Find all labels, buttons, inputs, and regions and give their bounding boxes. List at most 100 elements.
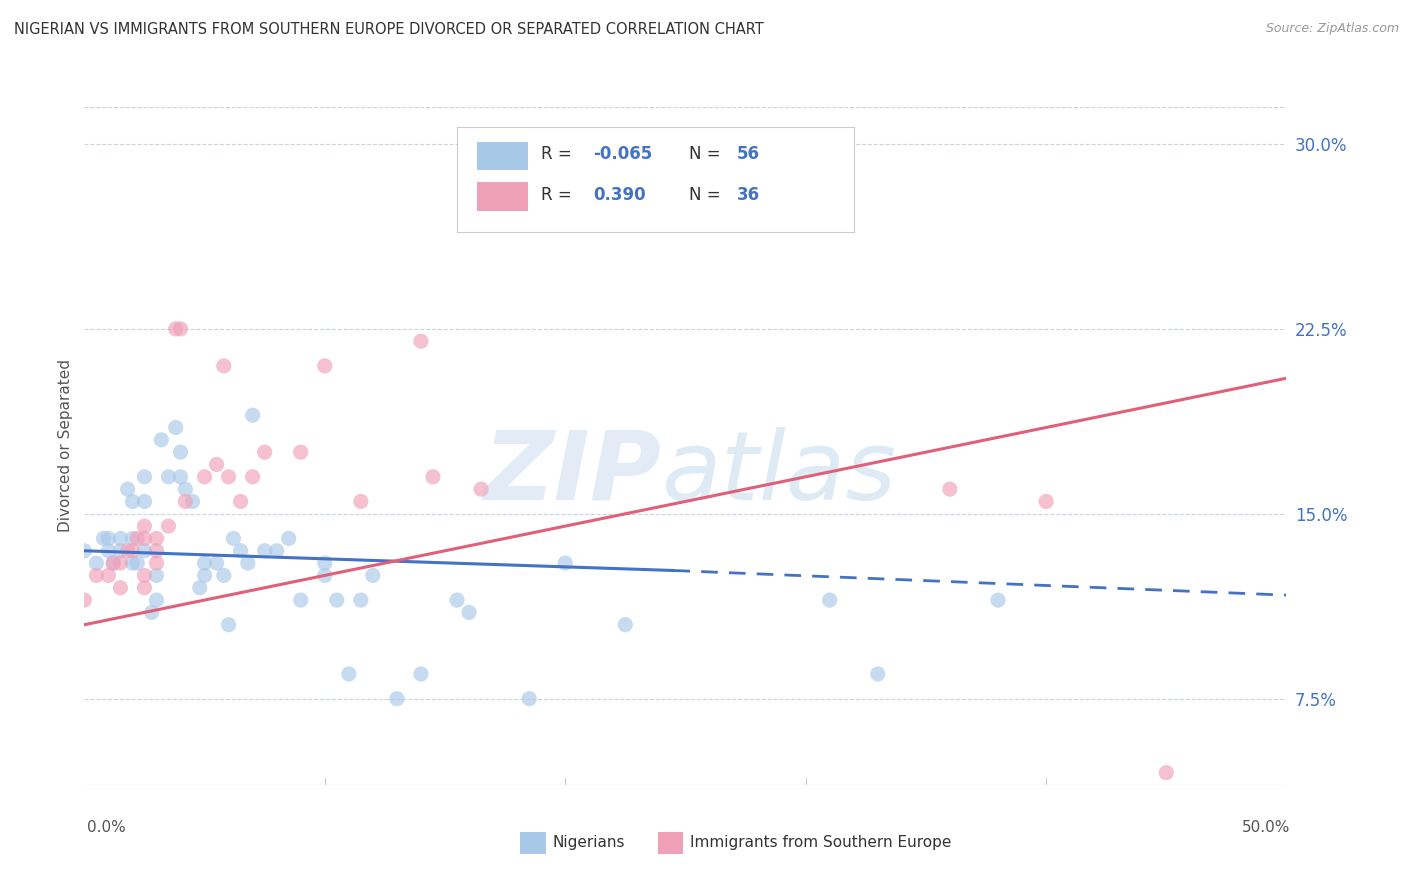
Point — [165, 322, 187, 336]
Point — [242, 408, 264, 422]
Text: -0.065: -0.065 — [593, 145, 652, 163]
Point — [446, 593, 468, 607]
Point — [169, 445, 191, 459]
Point — [554, 556, 576, 570]
Point — [458, 606, 481, 620]
Point — [229, 494, 252, 508]
Text: N =: N = — [689, 145, 725, 163]
Point — [205, 556, 228, 570]
Point — [866, 667, 889, 681]
Point — [1035, 494, 1057, 508]
Text: 0.390: 0.390 — [593, 186, 645, 204]
Point — [218, 617, 240, 632]
Point — [86, 568, 108, 582]
FancyBboxPatch shape — [478, 182, 527, 211]
Point — [326, 593, 349, 607]
Point — [117, 482, 139, 496]
Point — [174, 482, 197, 496]
FancyBboxPatch shape — [457, 128, 853, 233]
Text: R =: R = — [541, 145, 578, 163]
Point — [73, 543, 96, 558]
Point — [145, 543, 167, 558]
Point — [385, 691, 408, 706]
Point — [253, 543, 276, 558]
Point — [253, 445, 276, 459]
Point — [86, 556, 108, 570]
Point — [145, 568, 167, 582]
Point — [157, 470, 180, 484]
Point — [470, 482, 492, 496]
Point — [110, 556, 132, 570]
Point — [165, 420, 187, 434]
Point — [212, 359, 235, 373]
Point — [157, 519, 180, 533]
Point — [134, 568, 156, 582]
Point — [266, 543, 288, 558]
Point — [97, 568, 120, 582]
Text: NIGERIAN VS IMMIGRANTS FROM SOUTHERN EUROPE DIVORCED OR SEPARATED CORRELATION CH: NIGERIAN VS IMMIGRANTS FROM SOUTHERN EUR… — [14, 22, 763, 37]
Point — [409, 334, 432, 349]
Text: R =: R = — [541, 186, 578, 204]
Point — [614, 617, 637, 632]
Point — [181, 494, 204, 508]
Point — [277, 532, 299, 546]
Point — [141, 606, 163, 620]
Point — [117, 543, 139, 558]
Point — [422, 470, 444, 484]
Point — [818, 593, 841, 607]
Point — [314, 556, 336, 570]
Text: Source: ZipAtlas.com: Source: ZipAtlas.com — [1265, 22, 1399, 36]
Point — [987, 593, 1010, 607]
Point — [73, 593, 96, 607]
Point — [121, 494, 143, 508]
Y-axis label: Divorced or Separated: Divorced or Separated — [58, 359, 73, 533]
Point — [110, 581, 132, 595]
Text: 36: 36 — [737, 186, 761, 204]
Text: Immigrants from Southern Europe: Immigrants from Southern Europe — [690, 836, 952, 850]
Point — [314, 359, 336, 373]
Point — [222, 532, 245, 546]
Point — [110, 532, 132, 546]
Point — [145, 556, 167, 570]
Point — [169, 470, 191, 484]
Point — [134, 581, 156, 595]
Point — [134, 543, 156, 558]
Point — [229, 543, 252, 558]
Point — [103, 556, 125, 570]
Point — [350, 494, 373, 508]
Point — [103, 556, 125, 570]
Point — [127, 556, 149, 570]
Point — [121, 543, 143, 558]
Point — [290, 593, 312, 607]
Point — [127, 532, 149, 546]
Point — [169, 322, 191, 336]
Point — [194, 556, 217, 570]
Point — [350, 593, 373, 607]
Text: N =: N = — [689, 186, 725, 204]
Point — [1156, 765, 1178, 780]
Point — [93, 532, 115, 546]
Point — [290, 445, 312, 459]
Point — [134, 532, 156, 546]
Point — [134, 494, 156, 508]
Point — [194, 470, 217, 484]
Text: 0.0%: 0.0% — [87, 821, 127, 835]
Point — [97, 543, 120, 558]
Point — [361, 568, 384, 582]
Point — [145, 593, 167, 607]
Point — [205, 458, 228, 472]
Text: atlas: atlas — [661, 426, 897, 520]
Point — [188, 581, 211, 595]
Point — [110, 543, 132, 558]
Text: ZIP: ZIP — [484, 426, 661, 520]
Point — [939, 482, 962, 496]
Point — [134, 470, 156, 484]
Point — [194, 568, 217, 582]
Point — [236, 556, 259, 570]
Text: 56: 56 — [737, 145, 761, 163]
Text: Nigerians: Nigerians — [553, 836, 626, 850]
Point — [218, 470, 240, 484]
Point — [145, 532, 167, 546]
Point — [212, 568, 235, 582]
Point — [121, 556, 143, 570]
